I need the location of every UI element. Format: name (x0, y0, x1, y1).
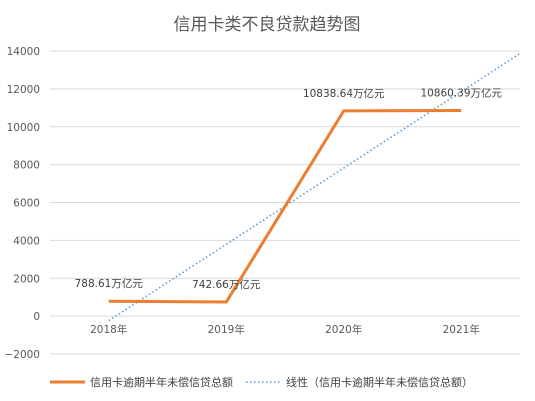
y-tick-label: 14000 (7, 46, 40, 58)
data-label: 10838.64万亿元 (303, 87, 385, 100)
x-tick-label: 2021年 (443, 323, 480, 336)
legend-series-label: 信用卡逾期半年未偿信贷总额 (90, 375, 233, 389)
chart-title: 信用卡类不良贷款趋势图 (174, 15, 361, 35)
gridlines (50, 50, 520, 355)
series-layer (108, 52, 521, 322)
data-labels: 788.61万亿元 742.66万亿元 10838.64万亿元 10860.39万亿元 (75, 86, 503, 291)
y-tick-label: 6000 (13, 198, 40, 210)
legend-trendline-label: 线性（信用卡逾期半年未偿信贷总额） (286, 375, 473, 389)
data-label: 10860.39万亿元 (420, 86, 502, 99)
data-label: 742.66万亿元 (192, 278, 261, 291)
legend: 信用卡逾期半年未偿信贷总额 线性（信用卡逾期半年未偿信贷总额） (50, 375, 473, 389)
y-tick-label: 8000 (13, 160, 40, 172)
y-tick-label: 4000 (13, 235, 40, 247)
x-axis-tick-labels: 2018年 2019年 2020年 2021年 (90, 323, 480, 336)
y-tick-label: 10000 (7, 122, 40, 134)
x-tick-label: 2019年 (208, 323, 245, 336)
trendline (108, 52, 521, 322)
y-tick-label: 2000 (13, 273, 40, 285)
data-label: 788.61万亿元 (75, 277, 144, 290)
y-tick-label: −2000 (4, 349, 40, 361)
y-tick-label: 0 (33, 311, 40, 323)
y-tick-label: 12000 (7, 84, 40, 96)
y-axis-tick-labels: −2000 0 2000 4000 6000 8000 10000 12000 14000 (4, 46, 40, 361)
x-tick-label: 2020年 (325, 323, 362, 336)
x-tick-label: 2018年 (90, 323, 127, 336)
series-line (108, 108, 462, 304)
